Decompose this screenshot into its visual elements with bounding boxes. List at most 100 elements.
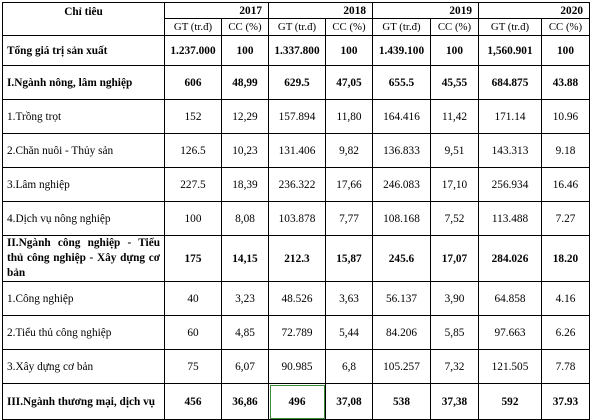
subheader-row: GT (tr.đ) CC (%) GT (tr.đ) CC (%) GT (tr… — [3, 18, 590, 36]
cc-header: CC (%) — [430, 18, 479, 36]
gt-value-cell: 126.5 — [164, 133, 222, 168]
gt-value-cell: 212.3 — [268, 235, 326, 282]
row-label: 3.Xây dựng cơ bản — [2, 349, 165, 384]
gt-value-cell: 113.488 — [478, 201, 542, 236]
gt-value-cell: 108.168 — [372, 201, 431, 236]
cc-value-cell: 48,99 — [221, 65, 269, 100]
gt-value-cell: 90.985 — [268, 349, 326, 384]
row-label: 2.Tiểu thủ công nghiệp — [2, 315, 165, 350]
table-row: III.Ngành thương mại, dịch vụ 456 36,86 496… — [2, 383, 590, 420]
cc-value-cell: 18,39 — [221, 167, 269, 202]
gt-value-cell: 227.5 — [164, 167, 222, 202]
year-2020-header: 2020 — [478, 2, 590, 19]
table-row: 2.Tiểu thủ công nghiệp 60 4,85 72.789 5,44 84… — [2, 315, 590, 350]
gt-value-cell: 246.083 — [372, 167, 431, 202]
gt-value-cell: 60 — [164, 315, 222, 350]
cc-value-cell: 7,77 — [325, 201, 373, 236]
cc-value-cell: 10.96 — [541, 99, 590, 134]
gt-header: GT (tr.đ) — [478, 18, 542, 36]
row-label: 4.Dịch vụ nông nghiệp — [2, 201, 165, 236]
table-row: 2.Chăn nuôi - Thủy sản 126.5 10,23 131.406 9… — [2, 133, 590, 168]
gt-value-cell: 496 — [268, 383, 326, 420]
gt-value-cell: 64.858 — [478, 281, 542, 316]
cc-value-cell: 100 — [325, 35, 373, 66]
gt-value-cell: 164.416 — [372, 99, 431, 134]
gt-value-cell: 48.526 — [268, 281, 326, 316]
row-label: Tổng giá trị sản xuất — [2, 35, 165, 66]
cc-value-cell: 9,82 — [325, 133, 373, 168]
gt-value-cell: 152 — [164, 99, 222, 134]
cc-value-cell: 3,90 — [430, 281, 479, 316]
table-row: I.Ngành nông, lâm nghiệp 606 48,99 629.5 47,… — [2, 65, 590, 100]
cc-value-cell: 47,05 — [325, 65, 373, 100]
gt-value-cell: 1.237.000 — [164, 35, 222, 66]
cc-value-cell: 43.88 — [541, 65, 590, 100]
gt-header: GT (tr.đ) — [268, 18, 326, 36]
gt-value-cell: 100 — [164, 201, 222, 236]
gt-value-cell: 121.505 — [478, 349, 542, 384]
row-label: I.Ngành nông, lâm nghiệp — [2, 65, 165, 100]
cc-value-cell: 37,38 — [430, 383, 479, 420]
gt-value-cell: 40 — [164, 281, 222, 316]
gt-value-cell: 655.5 — [372, 65, 431, 100]
gt-value-cell: 72.789 — [268, 315, 326, 350]
table-row: 3.Xây dựng cơ bản 75 6,07 90.985 6,8 105.257 7… — [2, 349, 590, 384]
cc-value-cell: 8,08 — [221, 201, 269, 236]
gt-value-cell: 56.137 — [372, 281, 431, 316]
gt-value-cell: 538 — [372, 383, 431, 420]
gt-value-cell: 131.406 — [268, 133, 326, 168]
gt-value-cell: 1,560.901 — [478, 35, 542, 66]
year-2018-header: 2018 — [268, 2, 373, 19]
year-header-row: Chỉ tiêu 2017 2018 2019 2020 — [2, 2, 590, 36]
gt-value-cell: 236.322 — [268, 167, 326, 202]
gt-value-cell: 157.894 — [268, 99, 326, 134]
gt-value-cell: 284.026 — [478, 235, 542, 282]
gt-value-cell: 256.934 — [478, 167, 542, 202]
table-row: 4.Dịch vụ nông nghiệp 100 8,08 103.878 7,77 1… — [2, 201, 590, 236]
gt-value-cell: 1.337.800 — [268, 35, 326, 66]
gt-value-cell: 1.439.100 — [372, 35, 431, 66]
row-label: 1.Công nghiệp — [2, 281, 165, 316]
gt-value-cell: 592 — [478, 383, 542, 420]
year-2019-header: 2019 — [372, 2, 479, 19]
cc-value-cell: 18.20 — [541, 235, 590, 282]
cc-value-cell: 7.78 — [541, 349, 590, 384]
gt-value-cell: 629.5 — [268, 65, 326, 100]
cc-value-cell: 11,80 — [325, 99, 373, 134]
row-label: 3.Lâm nghiệp — [2, 167, 165, 202]
cc-value-cell: 7,32 — [430, 349, 479, 384]
year-2017-header: 2017 — [164, 2, 269, 19]
cc-value-cell: 100 — [541, 35, 590, 66]
gt-value-cell: 103.878 — [268, 201, 326, 236]
cc-value-cell: 6,8 — [325, 349, 373, 384]
cc-header: CC (%) — [221, 18, 269, 36]
cc-value-cell: 5,44 — [325, 315, 373, 350]
cc-value-cell: 6.26 — [541, 315, 590, 350]
cc-value-cell: 45,55 — [430, 65, 479, 100]
cc-value-cell: 15,87 — [325, 235, 373, 282]
gt-value-cell: 171.14 — [478, 99, 542, 134]
row-label: II.Ngành công nghiệp - Tiểu thủ công ngh… — [2, 235, 165, 282]
gt-value-cell: 456 — [164, 383, 222, 420]
gt-value-cell: 84.206 — [372, 315, 431, 350]
cc-value-cell: 9.18 — [541, 133, 590, 168]
gt-value-cell: 684.875 — [478, 65, 542, 100]
gt-value-cell: 175 — [164, 235, 222, 282]
cc-value-cell: 9,51 — [430, 133, 479, 168]
row-label: III.Ngành thương mại, dịch vụ — [2, 383, 165, 420]
table-row: Tổng giá trị sản xuất 1.237.000 100 1.337.8… — [2, 35, 590, 66]
cc-value-cell: 5,85 — [430, 315, 479, 350]
table-row: 1.Công nghiệp 40 3,23 48.526 3,63 56.137 3,90 6… — [2, 281, 590, 316]
cc-value-cell: 12,29 — [221, 99, 269, 134]
cc-value-cell: 100 — [430, 35, 479, 66]
gt-value-cell: 143.313 — [478, 133, 542, 168]
table-row: 1.Trồng trọt 152 12,29 157.894 11,80 164.416 1… — [2, 99, 590, 134]
cc-value-cell: 6,07 — [221, 349, 269, 384]
gt-value-cell: 606 — [164, 65, 222, 100]
cc-value-cell: 17,10 — [430, 167, 479, 202]
row-label: 2.Chăn nuôi - Thủy sản — [2, 133, 165, 168]
cc-value-cell: 100 — [221, 35, 269, 66]
cc-value-cell: 14,15 — [221, 235, 269, 282]
cc-value-cell: 17,07 — [430, 235, 479, 282]
